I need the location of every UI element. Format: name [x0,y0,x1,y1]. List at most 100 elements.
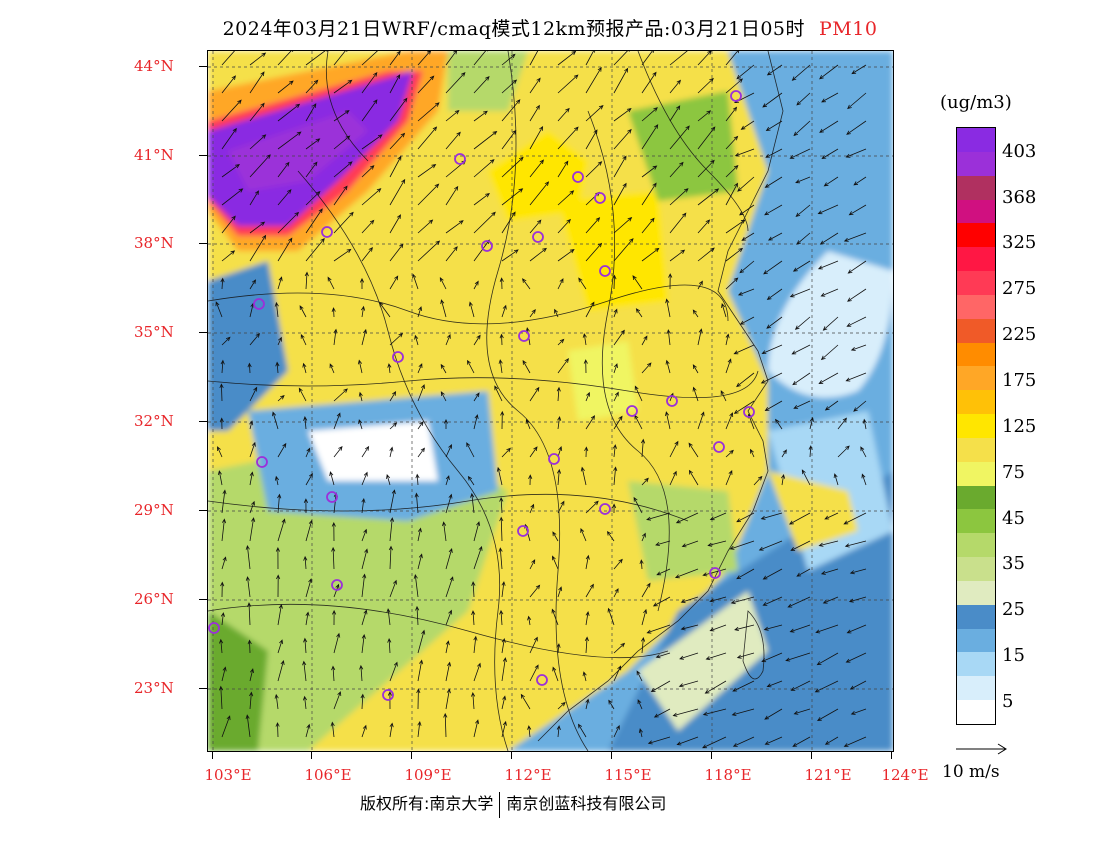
wind-arrow [298,387,307,402]
city-marker [594,192,606,204]
wind-arrow [249,386,258,402]
wind-arrow [846,316,867,327]
wind-arrow [529,664,539,682]
wind-arrow [837,417,847,430]
wind-arrow [809,416,814,430]
wind-arrow [305,237,325,262]
wind-arrow [583,359,588,374]
wind-arrow [466,442,475,458]
wind-arrow [467,359,475,374]
wind-arrow [851,64,867,75]
wind-arrow [585,611,590,626]
wind-arrow [221,51,238,66]
wind-arrow [361,188,382,206]
wind-arrow [389,243,404,262]
wind-arrow [361,99,378,122]
wind-arrow [473,662,481,682]
lat-tick [199,510,207,511]
wind-arrow [790,540,811,551]
wind-arrow [820,568,839,575]
wind-arrow [737,288,755,296]
wind-arrow [473,719,480,738]
wind-arrow [218,685,224,710]
wind-arrow [679,652,699,660]
wind-arrow [818,372,839,384]
city-marker [743,406,755,418]
wind-arrow [529,104,540,122]
wind-arrow [740,120,755,130]
wind-arrow [361,134,383,150]
wind-arrow [641,165,658,178]
wind-arrow [361,497,366,514]
wind-arrow [386,474,391,486]
wind-arrow [445,493,453,514]
wind-arrow [780,473,786,486]
wind-arrow [501,53,516,66]
wind-arrow [795,204,811,217]
wind-arrow [819,64,839,80]
wind-arrow [361,633,366,654]
wind-arrow [471,691,476,710]
wind-arrow [578,723,587,738]
wind-arrow [387,637,392,654]
wind-arrow [669,105,681,122]
colorbar-swatch [957,247,995,272]
wind-arrow [557,160,569,178]
colorbar-swatch [957,414,995,439]
wind-arrow [764,400,783,411]
wind-arrow [501,637,506,654]
wind-arrow [641,107,658,122]
wind-arrow [730,596,755,605]
wind-arrow [697,77,714,94]
wind-arrow [789,624,811,633]
wind-arrow [529,584,541,598]
wind-arrow [470,492,475,514]
wind-arrow [766,64,783,76]
wind-arrow [527,725,532,738]
colorbar-swatch [957,318,995,344]
wind-arrow [847,288,867,302]
wind-arrow [277,131,302,150]
wind-arrow [641,51,654,66]
title-main: 2024年03月21日WRF/cmaq模式12km预报产品:03月21日05时 [222,18,805,40]
wind-arrow [417,306,423,318]
wind-arrow [764,176,783,188]
wind-arrow [613,329,625,346]
city-marker [454,153,466,165]
wind-arrow [277,161,290,178]
wind-arrow [361,72,378,94]
wind-arrow [697,280,703,290]
wind-arrow [733,400,755,414]
wind-arrow [725,412,734,430]
wind-arrow [669,79,681,94]
wind-arrow [221,188,244,206]
wind-arrow [793,708,811,715]
wind-arrow [709,512,727,521]
wind-arrow [361,165,375,178]
wind-arrow [824,512,839,520]
colorbar-level-label: 35 [1002,553,1025,574]
wind-arrow [766,680,783,688]
lon-label-106: 106°E [304,766,352,784]
wind-arrow [641,217,655,234]
wind-arrow [816,652,839,666]
wind-arrow [274,693,279,710]
wind-arrow [221,336,231,346]
wind-arrow [668,273,673,290]
wind-arrow [791,344,811,355]
wind-arrow [417,629,426,654]
wind-arrow [847,92,867,110]
wind-arrow [860,446,867,458]
wind-arrow [764,736,783,745]
wind-arrow [387,363,392,374]
wind-arrow [585,554,590,570]
city-marker [626,405,638,417]
wind-arrow [613,363,618,374]
reference-wind-arrow [956,743,1007,755]
lon-label-118: 118°E [704,766,752,784]
wind-arrow [494,385,503,402]
wind-arrow [585,217,601,234]
wind-arrow [775,418,783,430]
wind-arrow [247,602,252,626]
wind-arrow [417,659,424,682]
